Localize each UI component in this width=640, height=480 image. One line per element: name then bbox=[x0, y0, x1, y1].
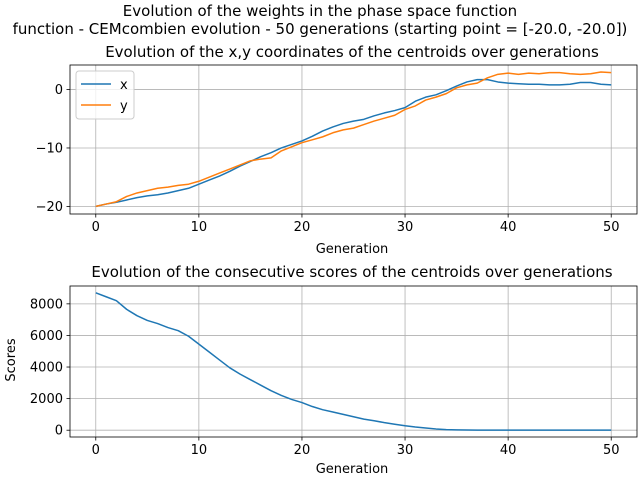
y-tick-label: −20 bbox=[36, 200, 63, 215]
scores-xaxis-label: Generation bbox=[316, 462, 389, 477]
x-tick-label: 30 bbox=[397, 443, 414, 458]
figure-suptitle-line2: function - CEMcombien evolution - 50 gen… bbox=[13, 20, 628, 38]
coordinates-series-x-line bbox=[95, 78, 612, 208]
x-tick-label: 40 bbox=[500, 443, 517, 458]
scores-series-line bbox=[95, 292, 612, 431]
y-tick-label: 4000 bbox=[30, 361, 63, 376]
legend-y-label: y bbox=[120, 99, 128, 114]
scores-series bbox=[95, 292, 612, 431]
x-tick-label: 10 bbox=[191, 443, 208, 458]
scores-axes: Evolution of the consecutive scores of t… bbox=[4, 263, 638, 477]
coordinates-xaxis-label: Generation bbox=[316, 242, 389, 257]
x-tick-label: 30 bbox=[397, 220, 414, 235]
coordinates-legend: x y bbox=[75, 70, 135, 120]
coordinates-series-y-line bbox=[95, 71, 612, 208]
y-tick-label: 2000 bbox=[30, 392, 63, 407]
coordinates-axes: Evolution of the x,y coordinates of the … bbox=[36, 43, 638, 257]
x-tick-label: 0 bbox=[92, 443, 100, 458]
y-tick-label: −10 bbox=[36, 141, 63, 156]
scores-ticks: 0 10 20 30 40 50 0 2000 4000 6000 8000 bbox=[30, 297, 620, 458]
scores-chart-title: Evolution of the consecutive scores of t… bbox=[91, 263, 612, 281]
legend-x-label: x bbox=[120, 78, 128, 93]
coordinates-grid bbox=[70, 65, 637, 214]
coordinates-series bbox=[95, 71, 612, 208]
x-tick-label: 20 bbox=[294, 220, 311, 235]
scores-yaxis-label: Scores bbox=[4, 338, 19, 381]
y-tick-label: 8000 bbox=[30, 297, 63, 312]
x-tick-label: 20 bbox=[294, 443, 311, 458]
x-tick-label: 10 bbox=[191, 220, 208, 235]
scores-grid bbox=[70, 286, 637, 437]
y-tick-label: 0 bbox=[55, 83, 63, 98]
y-tick-label: 6000 bbox=[30, 329, 63, 344]
coordinates-ticks: 0 10 20 30 40 50 −20 −10 0 bbox=[36, 83, 620, 235]
coordinates-chart-title: Evolution of the x,y coordinates of the … bbox=[105, 43, 599, 61]
y-tick-label: 0 bbox=[55, 424, 63, 439]
coordinates-axes-frame bbox=[69, 64, 638, 215]
x-tick-label: 50 bbox=[603, 443, 620, 458]
figure-suptitle-line1: Evolution of the weights in the phase sp… bbox=[123, 2, 517, 20]
scores-axes-frame bbox=[69, 285, 638, 438]
legend-box bbox=[75, 70, 135, 120]
x-tick-label: 40 bbox=[500, 220, 517, 235]
x-tick-label: 0 bbox=[92, 220, 100, 235]
x-tick-label: 50 bbox=[603, 220, 620, 235]
